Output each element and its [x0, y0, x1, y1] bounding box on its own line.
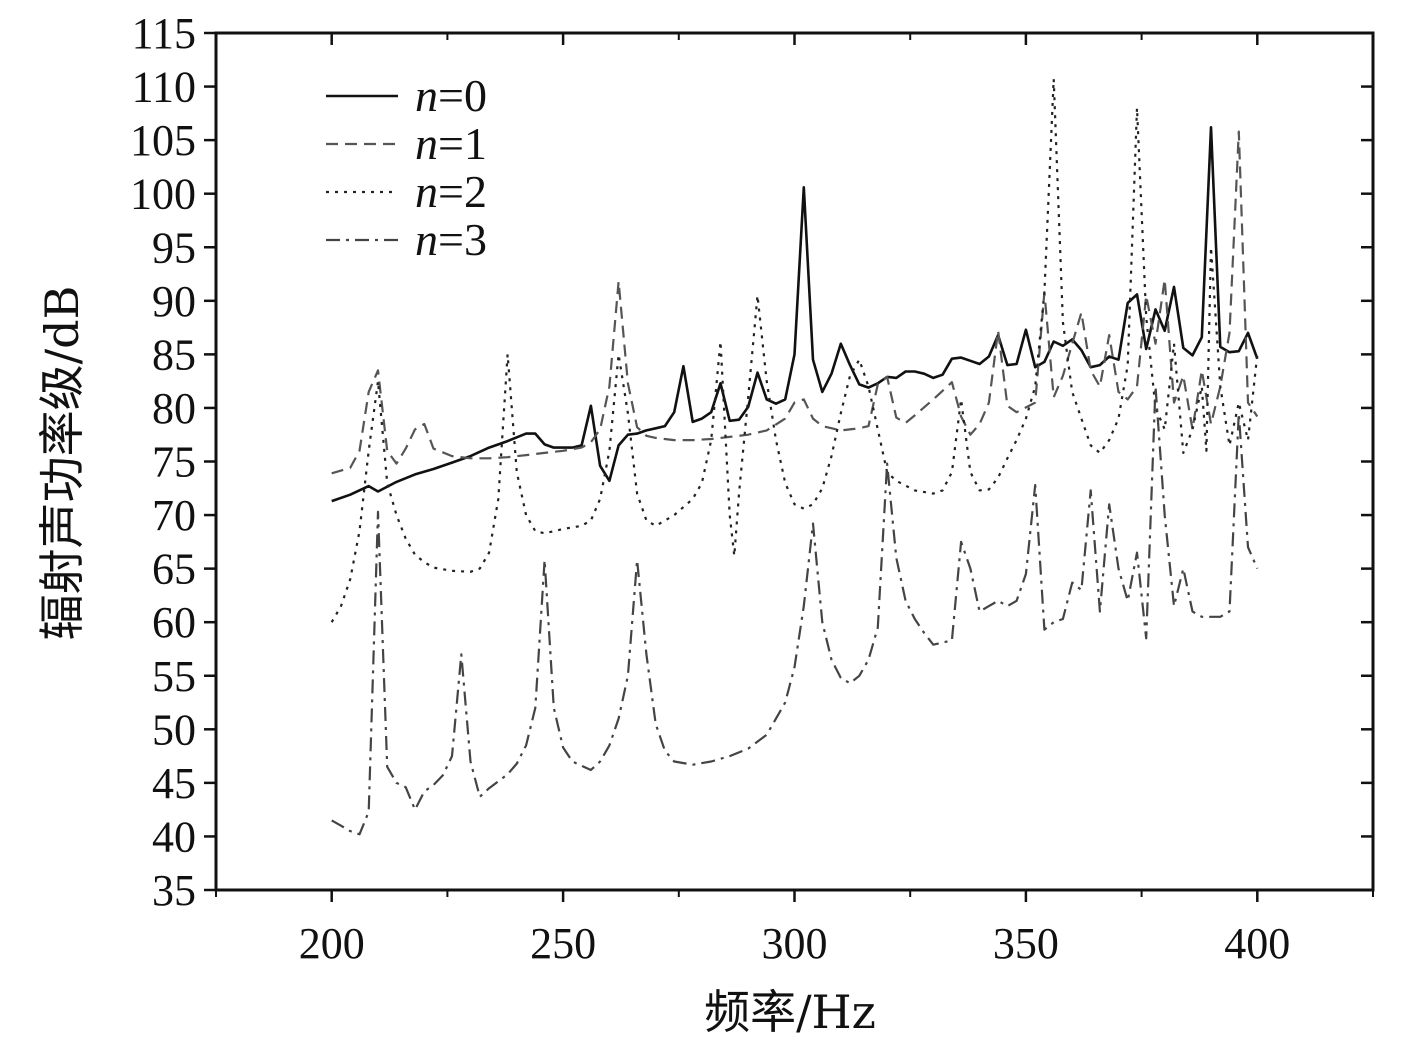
legend-label: n=2 [415, 166, 487, 217]
x-tick-label: 350 [993, 919, 1059, 968]
y-tick-label: 70 [152, 491, 196, 540]
legend-label-var: n [415, 118, 438, 169]
plot-frame [214, 31, 1375, 892]
legend-label-value: =1 [438, 118, 487, 169]
x-tick-label: 250 [530, 919, 596, 968]
legend-label-var: n [415, 214, 438, 265]
series-line [330, 78, 1259, 623]
y-tick-label: 110 [132, 63, 196, 112]
x-axis-title: 频率/Hz [704, 985, 876, 1039]
y-tick-label: 90 [152, 277, 196, 326]
series-line [331, 130, 1259, 475]
y-tick-label: 55 [152, 652, 196, 701]
x-tick-label: 200 [299, 919, 365, 968]
plot-area [214, 31, 1375, 892]
legend-label-var: n [415, 70, 438, 121]
y-tick-label: 35 [152, 866, 196, 915]
legend-label-value: =0 [438, 70, 487, 121]
y-tick-label: 65 [152, 545, 196, 594]
y-tick-label: 80 [152, 384, 196, 433]
series-line [331, 385, 1259, 836]
x-tick-label: 300 [762, 919, 828, 968]
y-tick-label: 85 [152, 330, 196, 379]
legend-label: n=0 [415, 70, 487, 121]
series-lines [330, 78, 1259, 836]
y-tick-label: 60 [152, 598, 196, 647]
x-tick-label: 400 [1224, 919, 1290, 968]
y-tick-label: 115 [132, 9, 196, 58]
legend-label: n=3 [415, 214, 487, 265]
legend-label-var: n [415, 166, 438, 217]
y-tick-label: 45 [152, 759, 196, 808]
legend-label-value: =2 [438, 166, 487, 217]
y-tick-label: 40 [152, 812, 196, 861]
y-axis-title: 辐射声功率级/dB [35, 286, 89, 641]
y-tick-label: 95 [152, 223, 196, 272]
y-tick-label: 50 [152, 705, 196, 754]
y-tick-label: 75 [152, 438, 196, 487]
y-tick-label: 100 [130, 170, 196, 219]
series-line [331, 126, 1259, 503]
legend: n=0n=1n=2n=3 [326, 70, 487, 265]
legend-label: n=1 [415, 118, 487, 169]
y-tick-label: 105 [130, 116, 196, 165]
legend-label-value: =3 [438, 214, 487, 265]
